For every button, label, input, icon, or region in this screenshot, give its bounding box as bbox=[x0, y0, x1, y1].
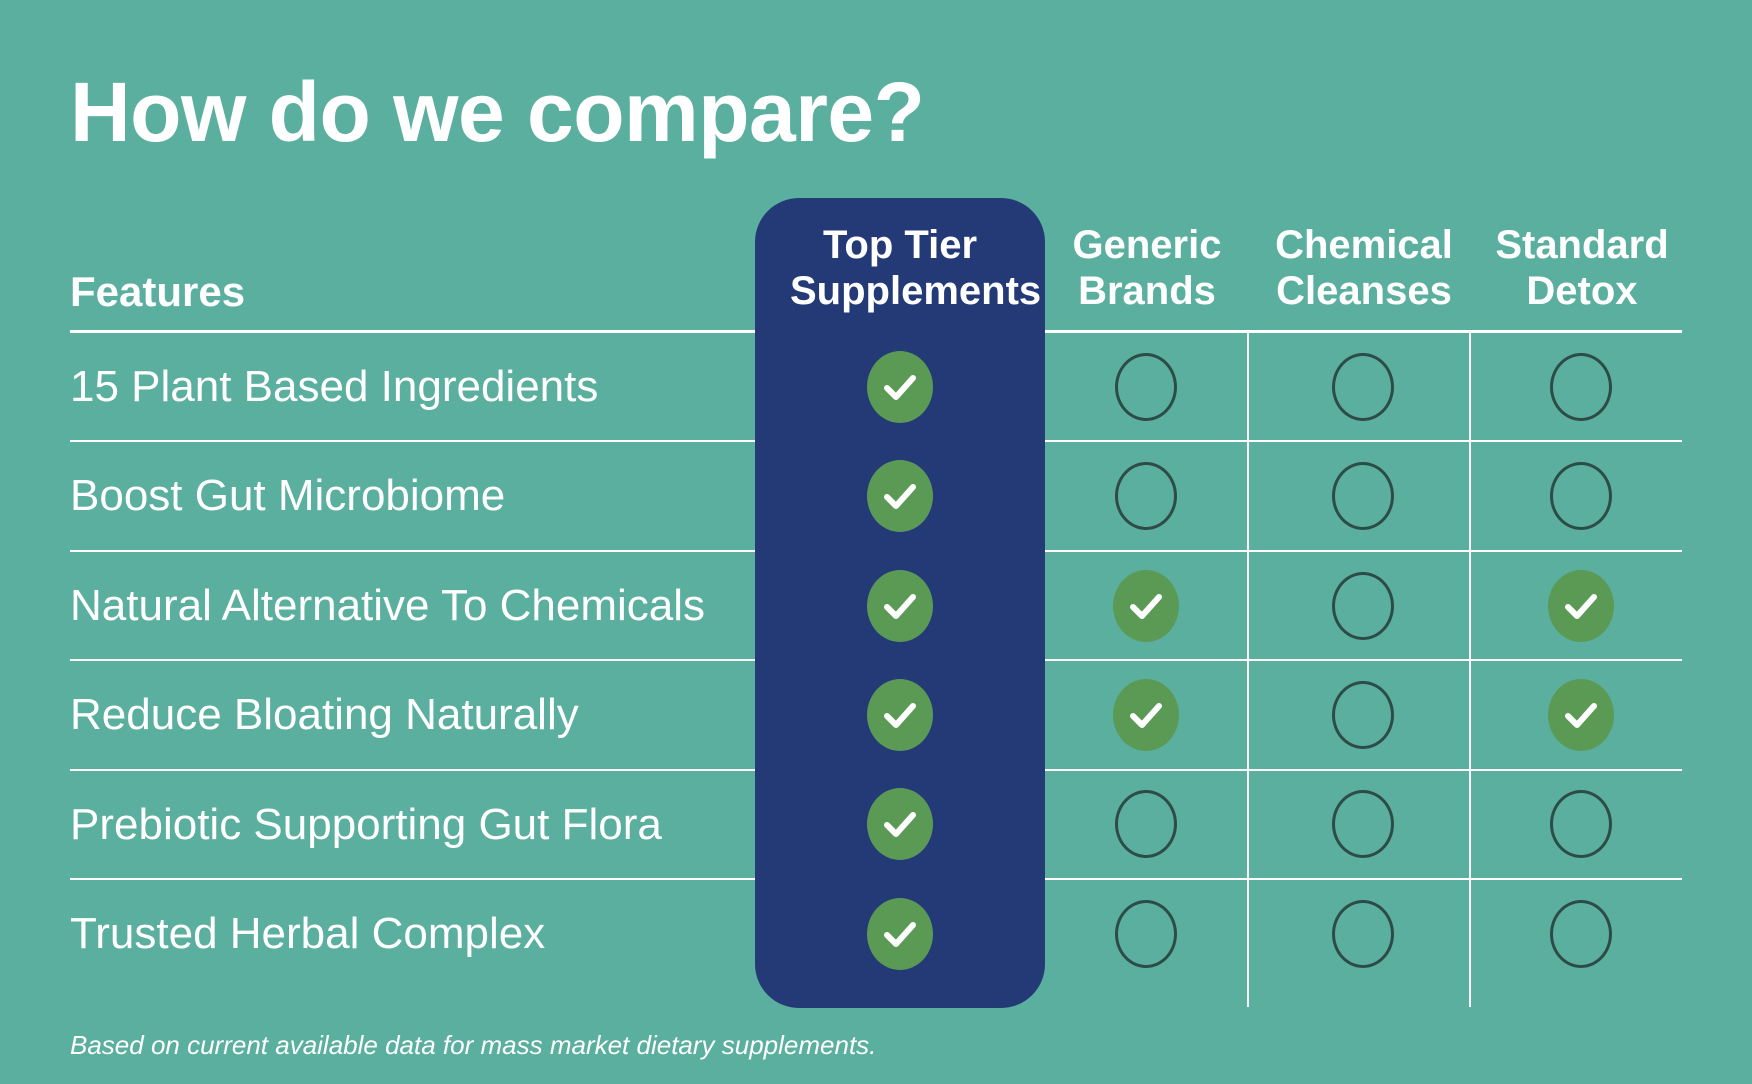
column-divider bbox=[1247, 331, 1249, 1007]
check-circle-icon bbox=[867, 788, 933, 861]
column-header-line1: Standard bbox=[1495, 223, 1669, 267]
empty-circle-icon bbox=[1550, 352, 1612, 421]
check-circle-icon bbox=[867, 569, 933, 642]
row-divider bbox=[70, 878, 755, 880]
column-header-line2: Cleanses bbox=[1276, 269, 1452, 313]
checkmark-icon bbox=[884, 702, 916, 728]
page-title: How do we compare? bbox=[70, 65, 925, 159]
empty-circle-icon bbox=[1550, 899, 1612, 968]
checkmark-icon bbox=[884, 921, 916, 947]
checkmark-icon bbox=[884, 812, 916, 838]
check-circle-icon bbox=[867, 678, 933, 751]
checkmark-icon bbox=[1130, 593, 1162, 619]
features-heading: Features bbox=[70, 268, 246, 315]
row-divider bbox=[70, 659, 755, 661]
checkmark-icon bbox=[884, 484, 916, 510]
feature-label: Trusted Herbal Complex bbox=[70, 909, 546, 958]
feature-label: 15 Plant Based Ingredients bbox=[70, 362, 599, 411]
checkmark-icon bbox=[1130, 702, 1162, 728]
empty-circle-icon bbox=[1332, 790, 1394, 859]
column-header-generic-brands: Generic Brands bbox=[1037, 222, 1257, 322]
row-divider bbox=[70, 550, 755, 552]
feature-label: Reduce Bloating Naturally bbox=[70, 690, 579, 740]
column-header-line2: Brands bbox=[1078, 269, 1216, 313]
feature-label: Prebiotic Supporting Gut Flora bbox=[70, 799, 662, 849]
row-divider bbox=[1045, 878, 1682, 880]
empty-circle-icon bbox=[1115, 790, 1177, 859]
column-header-line2: Supplements bbox=[790, 269, 1042, 313]
column-header-line1: Chemical bbox=[1275, 223, 1453, 267]
header-divider bbox=[1045, 330, 1682, 333]
checkmark-icon bbox=[884, 593, 916, 619]
column-header-line2: Detox bbox=[1526, 269, 1638, 313]
row-divider bbox=[1045, 550, 1682, 552]
column-header-chemical-cleanses: Chemical Cleanses bbox=[1254, 222, 1474, 322]
row-divider bbox=[1045, 659, 1682, 661]
empty-circle-icon bbox=[1332, 462, 1394, 531]
footnote: Based on current available data for mass… bbox=[70, 1030, 877, 1060]
check-circle-icon bbox=[1113, 678, 1179, 751]
empty-circle-icon bbox=[1115, 462, 1177, 531]
column-divider bbox=[1469, 331, 1471, 1007]
empty-circle-icon bbox=[1332, 571, 1394, 640]
row-divider bbox=[1045, 769, 1682, 771]
column-header-line1: Top Tier bbox=[822, 223, 978, 267]
checkmark-icon bbox=[884, 374, 916, 400]
column-header-top-tier: Top Tier Supplements bbox=[790, 222, 1042, 322]
empty-circle-icon bbox=[1550, 790, 1612, 859]
checkmark-icon bbox=[1565, 593, 1597, 619]
feature-label: Boost Gut Microbiome bbox=[70, 471, 506, 521]
feature-label: Natural Alternative To Chemicals bbox=[70, 580, 706, 630]
empty-circle-icon bbox=[1550, 462, 1612, 531]
empty-circle-icon bbox=[1115, 899, 1177, 968]
row-divider bbox=[70, 440, 755, 442]
check-circle-icon bbox=[867, 460, 933, 533]
empty-circle-icon bbox=[1115, 352, 1177, 421]
check-circle-icon bbox=[1113, 569, 1179, 642]
empty-circle-icon bbox=[1332, 352, 1394, 421]
empty-circle-icon bbox=[1332, 680, 1394, 749]
column-header-standard-detox: Standard Detox bbox=[1472, 222, 1692, 322]
checkmark-icon bbox=[1565, 702, 1597, 728]
row-divider bbox=[1045, 440, 1682, 442]
check-circle-icon bbox=[867, 897, 933, 970]
check-circle-icon bbox=[1548, 678, 1614, 751]
check-circle-icon bbox=[867, 350, 933, 423]
column-header-line1: Generic bbox=[1072, 223, 1222, 267]
check-circle-icon bbox=[1548, 569, 1614, 642]
header-divider bbox=[70, 330, 755, 333]
row-divider bbox=[70, 769, 755, 771]
empty-circle-icon bbox=[1332, 899, 1394, 968]
